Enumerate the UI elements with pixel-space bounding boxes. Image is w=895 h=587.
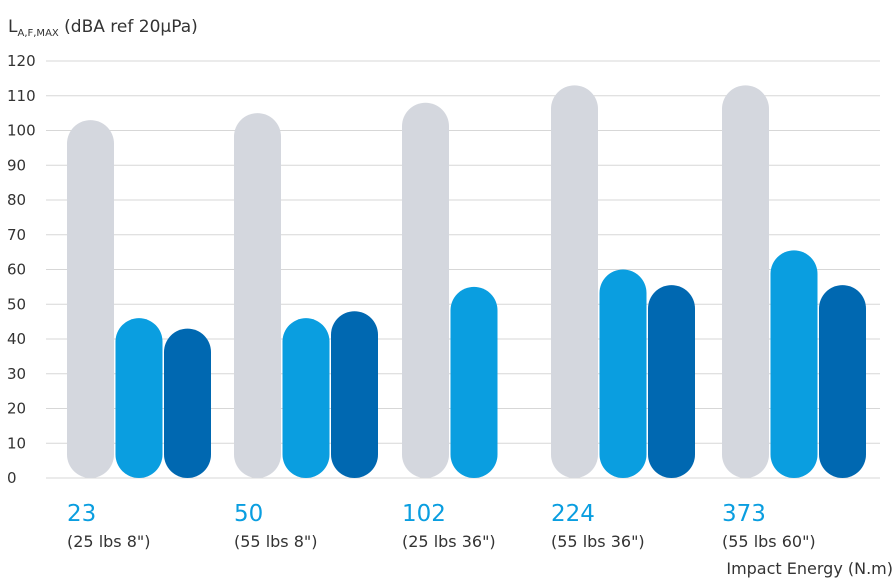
y-tick-label-4: 40 xyxy=(7,330,26,348)
y-tick-label-8: 80 xyxy=(7,191,26,209)
bar-series2-50 xyxy=(331,311,378,478)
x-axis-title: Impact Energy (N.m) xyxy=(726,559,893,578)
bar-series0-224 xyxy=(551,85,598,478)
bar-series1-224 xyxy=(599,269,647,478)
bar-series1-373 xyxy=(770,250,818,478)
category-note-23: (25 lbs 8") xyxy=(67,532,151,551)
bar-series2-23 xyxy=(164,328,211,478)
y-tick-label-6: 60 xyxy=(7,261,26,279)
bar-series0-50 xyxy=(234,113,281,478)
y-tick-label-5: 50 xyxy=(7,295,26,313)
bar-series2-224 xyxy=(648,285,695,478)
bar-series0-373 xyxy=(722,85,769,478)
bar-series0-23 xyxy=(67,120,114,478)
y-tick-label-9: 90 xyxy=(7,156,26,174)
category-note-102: (25 lbs 36") xyxy=(402,532,496,551)
bar-series1-23 xyxy=(115,318,163,478)
category-note-224: (55 lbs 36") xyxy=(551,532,645,551)
category-label-50: 50 xyxy=(234,501,263,527)
bar-series1-50 xyxy=(282,318,330,478)
category-label-102: 102 xyxy=(402,501,446,527)
y-tick-label-1: 10 xyxy=(7,434,26,452)
y-tick-label-12: 120 xyxy=(7,52,36,70)
category-note-373: (55 lbs 60") xyxy=(722,532,816,551)
bar-series2-373 xyxy=(819,285,866,478)
category-label-373: 373 xyxy=(722,501,766,527)
y-axis-title: LA,F,MAX (dBA ref 20µPa) xyxy=(8,17,198,39)
category-labels: 23 (25 lbs 8") 50 (55 lbs 8") 102 (25 lbs 36"… xyxy=(67,501,816,551)
y-tick-label-0: 0 xyxy=(7,469,17,487)
category-note-50: (55 lbs 8") xyxy=(234,532,318,551)
bars xyxy=(67,85,866,478)
y-tick-label-11: 110 xyxy=(7,87,36,105)
y-tick-label-10: 100 xyxy=(7,122,36,140)
bar-series0-102 xyxy=(402,102,449,478)
y-tick-label-7: 70 xyxy=(7,226,26,244)
y-tick-label-2: 20 xyxy=(7,400,26,418)
y-axis-ticks: 0 10 20 30 40 50 60 70 80 90 100 110 120 xyxy=(7,52,36,487)
category-label-23: 23 xyxy=(67,501,96,527)
y-tick-label-3: 30 xyxy=(7,365,26,383)
category-label-224: 224 xyxy=(551,501,595,527)
bar-series1-102 xyxy=(450,286,498,478)
